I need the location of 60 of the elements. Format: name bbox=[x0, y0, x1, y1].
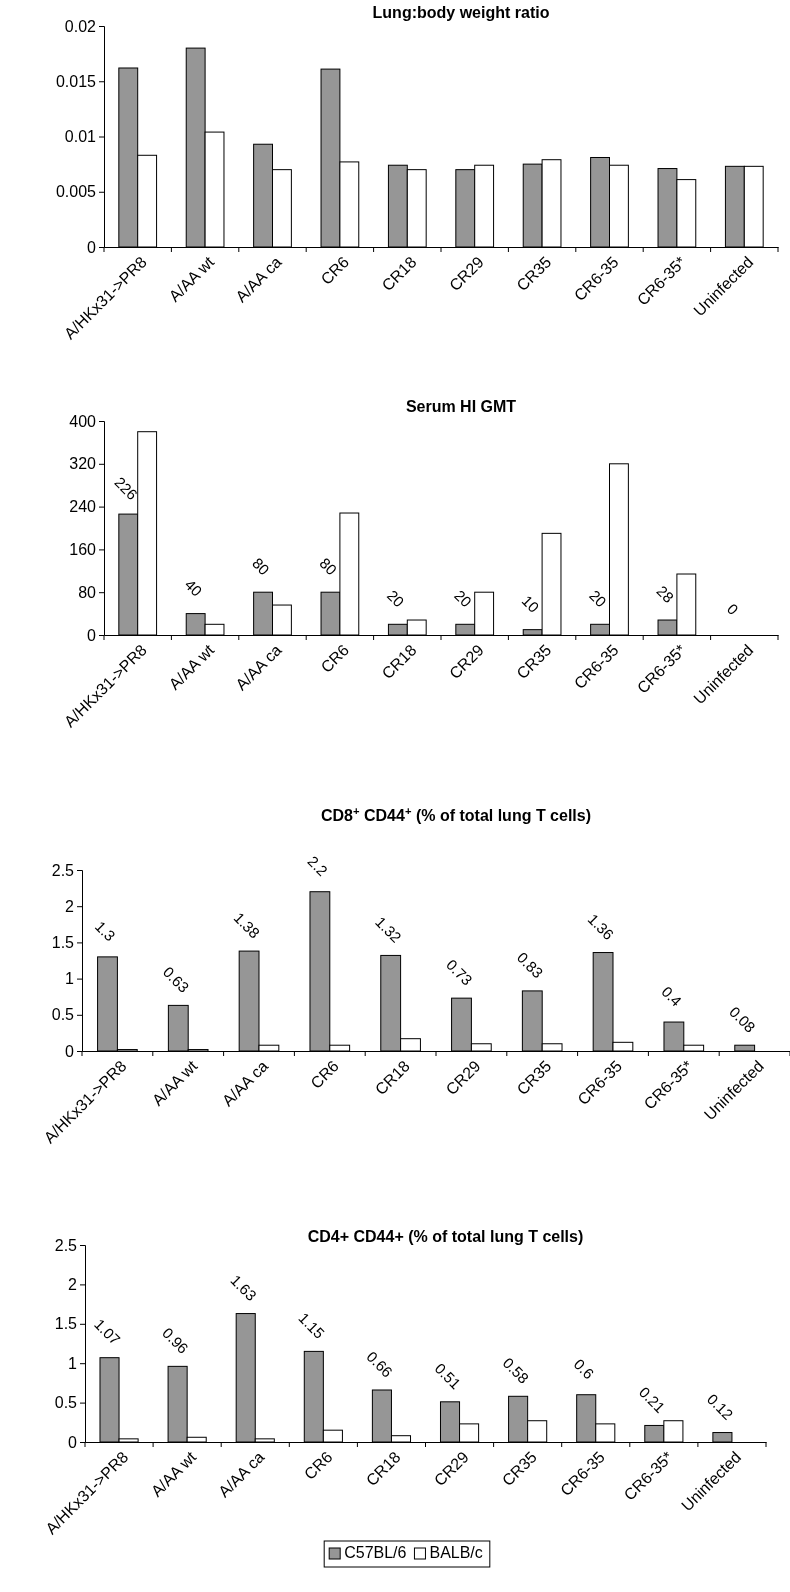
data-label: 0.63 bbox=[159, 963, 193, 996]
data-label: 10 bbox=[518, 591, 543, 616]
y-tick-label: 400 bbox=[69, 412, 97, 430]
y-tick-label: 0.5 bbox=[54, 1394, 78, 1412]
y-tick-label: 160 bbox=[69, 541, 97, 559]
y-tick-label: 0.02 bbox=[64, 17, 97, 35]
data-label: 0.08 bbox=[726, 1002, 759, 1036]
y-tick-label: 0 bbox=[87, 238, 97, 256]
y-tick-label: 240 bbox=[69, 498, 97, 516]
y-tick-label: 0.01 bbox=[64, 128, 97, 146]
data-label: 1.63 bbox=[227, 1271, 260, 1304]
data-label: 0.73 bbox=[443, 955, 476, 989]
data-label: 0.96 bbox=[159, 1324, 192, 1357]
y-tick-label: 0 bbox=[65, 1042, 75, 1060]
y-tick-label: 2 bbox=[65, 897, 75, 915]
data-label: 1.07 bbox=[91, 1315, 124, 1349]
y-tick-label: 320 bbox=[69, 455, 97, 473]
legend-label: BALB/c bbox=[429, 1544, 483, 1561]
y-tick-label: 0.015 bbox=[55, 72, 97, 90]
y-tick-label: 2 bbox=[68, 1276, 78, 1294]
y-tick-label: 0.005 bbox=[55, 183, 97, 201]
data-label: 20 bbox=[451, 586, 476, 611]
y-tick-label: 2.5 bbox=[51, 861, 75, 879]
y-tick-label: 0 bbox=[87, 626, 97, 644]
data-label: 1.3 bbox=[91, 917, 119, 945]
data-label: 2.2 bbox=[304, 852, 332, 880]
data-label: 1.38 bbox=[230, 908, 264, 942]
data-label: 1.32 bbox=[372, 913, 405, 946]
data-label: 28 bbox=[653, 582, 678, 607]
data-label: 40 bbox=[181, 575, 206, 600]
data-label: 0 bbox=[723, 600, 742, 619]
x-tick-label: CR6 bbox=[307, 1057, 343, 1092]
chart-title: Serum HI GMT bbox=[405, 398, 517, 415]
chart-title: CD8$^{+}$ CD44$^{+}$ (% of total lung T cells) bbox=[320, 805, 592, 824]
data-label: 80 bbox=[316, 554, 341, 579]
data-label: 0.6 bbox=[570, 1355, 598, 1383]
y-tick-label: 1.5 bbox=[51, 934, 75, 952]
x-tick-label: CR6 bbox=[317, 253, 353, 288]
chart-title: Lung:body weight ratio bbox=[372, 4, 550, 21]
x-tick-label: CR6 bbox=[300, 1448, 336, 1483]
legend-label: C57BL/6 bbox=[344, 1544, 407, 1561]
chart-title: CD4+ CD44+ (% of total lung T cells) bbox=[307, 1228, 584, 1245]
x-tick-label: CR6 bbox=[317, 641, 353, 676]
y-tick-label: 1.5 bbox=[54, 1315, 78, 1333]
data-label: 1.36 bbox=[584, 910, 618, 943]
data-label: 80 bbox=[249, 554, 273, 579]
data-label: 0.66 bbox=[363, 1347, 397, 1381]
data-label: 1.15 bbox=[295, 1309, 329, 1342]
y-tick-label: 1 bbox=[65, 970, 75, 988]
y-tick-label: 0.5 bbox=[51, 1006, 75, 1024]
data-label: 226 bbox=[111, 473, 142, 504]
y-tick-label: 0 bbox=[68, 1433, 78, 1451]
data-label: 20 bbox=[383, 586, 408, 611]
data-label: 20 bbox=[586, 586, 610, 611]
data-label: 0.58 bbox=[499, 1354, 533, 1387]
y-tick-label: 2.5 bbox=[54, 1236, 78, 1254]
data-label: 0.4 bbox=[658, 982, 686, 1010]
y-tick-label: 80 bbox=[78, 583, 97, 601]
y-tick-label: 1 bbox=[68, 1354, 78, 1372]
data-label: 0.83 bbox=[513, 948, 547, 982]
